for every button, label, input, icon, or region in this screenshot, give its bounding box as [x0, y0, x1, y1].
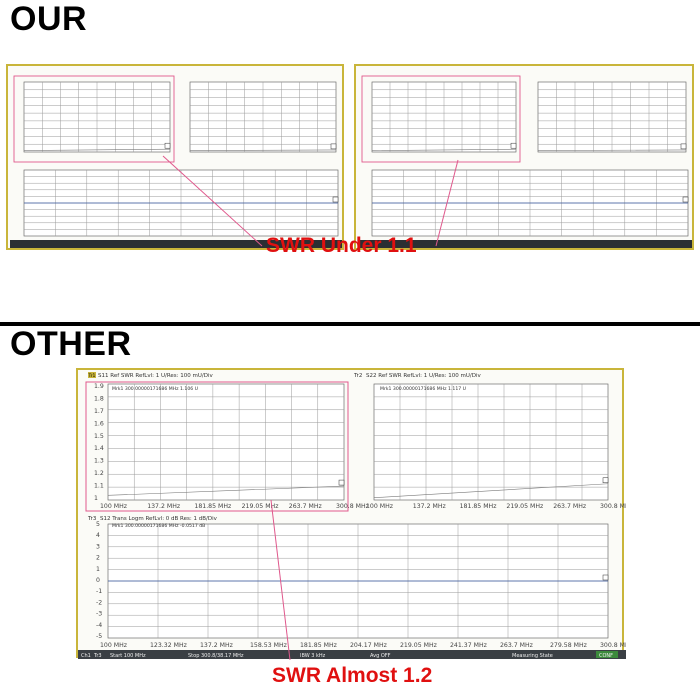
highlight-box-left: [13, 75, 175, 163]
other-swr1-x-tick: 219.05 MHz: [242, 503, 279, 510]
highlight-box-right: [361, 75, 521, 163]
other-swr1-y-tick: 1: [94, 495, 98, 502]
other-trans-y-tick: -4: [96, 622, 102, 629]
panel-swr1-header: S11 Ref SWR RefLvl: 1 U/Res: 100 mU/Div: [98, 373, 214, 379]
other-sheet-plots: Tr1 S11 Ref SWR RefLvl: 1 U/Res: 100 mU/…: [78, 372, 626, 659]
other-trans-y-tick: -5: [96, 633, 102, 640]
other-trans-x-tick: 181.85 MHz: [300, 642, 337, 649]
our-sheet-left-plots: [10, 75, 342, 248]
status-bw: IBW 3 kHz: [300, 653, 326, 659]
other-trans-x-tick: 219.05 MHz: [400, 642, 437, 649]
other-swr2-x-tick: 219.05 MHz: [506, 503, 543, 510]
our-left-swr1-grid: [23, 81, 171, 153]
other-trans-grid: 5 4 3 2 1 0 -1 -2 -3 -4 -5 100 MHz 123.32 MHz 137.2 M…: [96, 521, 626, 649]
other-sheet: Tr1 S11 Ref SWR RefLvl: 1 U/Res: 100 mU/…: [76, 368, 626, 659]
other-swr1-x-tick: 300.8 MHz: [336, 503, 369, 510]
status-conf: CONF: [599, 653, 613, 659]
other-trans-y-tick: 3: [96, 543, 100, 550]
other-trans-y-tick: -2: [96, 599, 102, 606]
other-swr1-y-tick: 1.6: [94, 420, 104, 427]
other-trans-x-tick: 123.32 MHz: [150, 642, 187, 649]
other-swr2-x-tick: 181.85 MHz: [460, 503, 497, 510]
our-left-swr2-grid: [189, 81, 337, 153]
other-trans-x-tick: 241.37 MHz: [450, 642, 487, 649]
other-trans-x-tick: 263.7 MHz: [500, 642, 533, 649]
other-swr1-x-tick: 263.7 MHz: [289, 503, 322, 510]
other-trans-y-tick: 5: [96, 521, 100, 528]
other-trans-y-tick: 0: [96, 577, 100, 584]
our-right-swr1-grid: [371, 81, 517, 153]
other-trans-y-tick: 2: [96, 555, 100, 562]
our-sheet-right: [354, 64, 694, 250]
other-swr2-grid: 100 MHz 137.2 MHz 181.85 MHz 219.05 MHz 263.…: [366, 383, 626, 510]
trace-tag-1: Tr1: [88, 373, 96, 379]
status-avg: Avg OFF: [370, 653, 391, 659]
status-bar-other: [78, 650, 626, 659]
heading-our: OUR: [10, 0, 88, 38]
other-swr1-y-tick: 1.8: [94, 395, 104, 402]
panel-swr2-marker: Mrk1 300.00000171686 MHz 1.117 U: [380, 386, 466, 392]
status-stop: Stop 300.8/38.17 MHz: [188, 653, 244, 659]
other-swr1-x-tick: 100 MHz: [100, 503, 127, 510]
other-swr1-y-tick: 1.4: [94, 445, 104, 452]
other-swr2-x-tick: 263.7 MHz: [553, 503, 586, 510]
other-trans-y-tick: 1: [96, 566, 100, 573]
caption-other: SWR Almost 1.2: [272, 664, 433, 687]
other-swr1-y-tick: 1.5: [94, 433, 104, 440]
caption-our: SWR Under 1.1: [266, 234, 417, 257]
other-trans-x-tick: 204.17 MHz: [350, 642, 387, 649]
other-swr2-x-tick: 300.8 MHz: [600, 503, 626, 510]
status-bar-right: [358, 240, 692, 248]
status-bar-left: [10, 240, 342, 248]
our-sheet-left: [6, 64, 344, 250]
trace-tag-3: Tr3: [87, 516, 97, 522]
other-trans-x-tick: 279.58 MHz: [550, 642, 587, 649]
other-swr1-y-tick: 1.1: [94, 483, 104, 490]
heading-other: OTHER: [10, 325, 132, 363]
other-trans-y-tick: -3: [96, 611, 102, 618]
other-trans-y-tick: 4: [96, 532, 100, 539]
other-swr1-x-tick: 181.85 MHz: [194, 503, 231, 510]
other-swr1-y-tick: 1.3: [94, 458, 104, 465]
our-right-trans-grid: [371, 169, 689, 237]
panel-swr2-header: S22 Ref SWR RefLvl: 1 U/Res: 100 mU/Div: [366, 373, 482, 379]
our-right-swr2-grid: [537, 81, 687, 153]
other-trans-x-tick: 158.53 MHz: [250, 642, 287, 649]
other-swr1-y-tick: 1.9: [94, 383, 104, 390]
status-start: Start 100 MHz: [110, 653, 146, 659]
highlight-box-other: [85, 381, 349, 512]
panel-trans-header: S12 Trans Logm RefLvl: 0 dB Res: 1 dB/Di…: [100, 516, 218, 522]
other-swr1-x-tick: 137.2 MHz: [147, 503, 180, 510]
panel-trans-marker: Mrk1 300.00000171686 MHz -0.0517 dB: [112, 523, 205, 529]
other-trans-x-tick: 100 MHz: [100, 642, 127, 649]
our-left-trans-grid: [23, 169, 339, 237]
status-ch: Ch1: [81, 653, 91, 659]
status-trace: Tr3: [93, 653, 102, 659]
our-sheet-right-plots: [358, 75, 692, 248]
section-divider: [0, 322, 700, 326]
other-swr1-y-tick: 1.7: [94, 408, 104, 415]
other-swr2-x-tick: 137.2 MHz: [413, 503, 446, 510]
other-trans-y-tick: -1: [96, 588, 102, 595]
panel-swr1-marker: Mrk1 300.00000171686 MHz 1.106 U: [112, 386, 198, 392]
other-trans-x-tick: 137.2 MHz: [200, 642, 233, 649]
other-trans-x-tick: 300.8 MHz: [600, 642, 626, 649]
other-swr1-y-tick: 1.2: [94, 470, 104, 477]
trace-tag-2: Tr2: [353, 373, 362, 379]
other-swr2-x-tick: 100 MHz: [366, 503, 393, 510]
status-mode: Measuring State: [512, 653, 553, 659]
